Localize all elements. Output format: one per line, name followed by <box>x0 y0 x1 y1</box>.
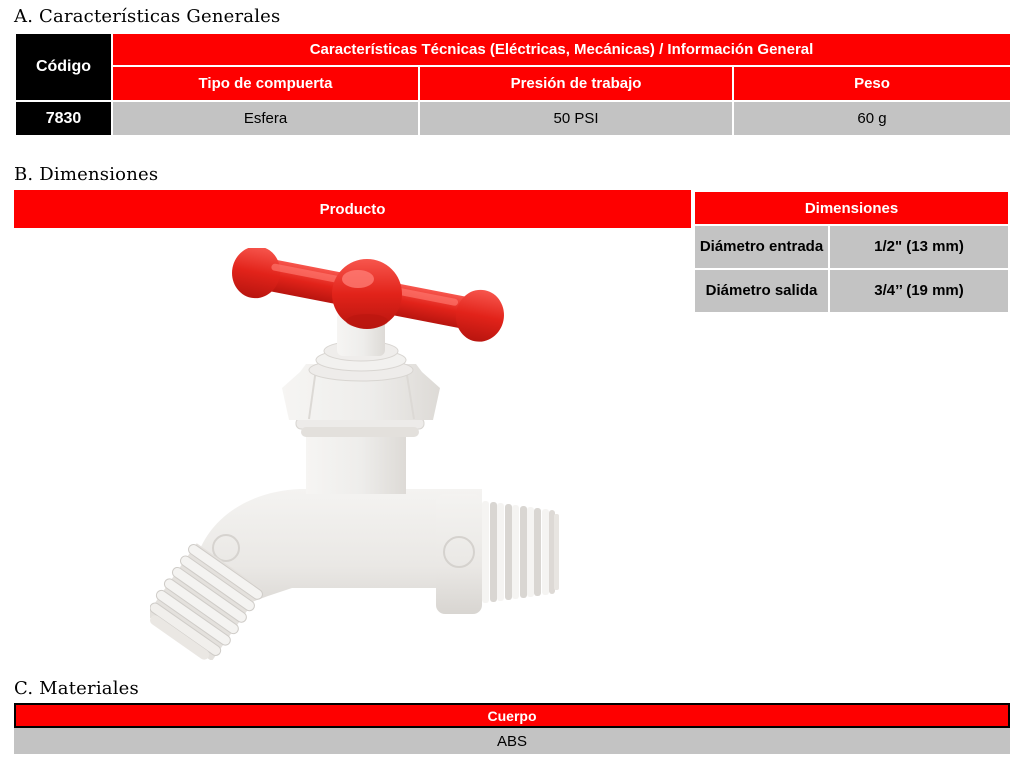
inlet-diameter-label-cell: Diámetro entrada <box>693 224 830 270</box>
weight-value-cell: 60 g <box>731 100 1013 137</box>
spec-sheet: A. Características Generales Código Cara… <box>14 6 1013 754</box>
main-header-cell: Características Técnicas (Eléctricas, Me… <box>110 32 1013 67</box>
section-a-title: A. Características Generales <box>14 6 281 27</box>
subheader-weight-cell: Peso <box>731 65 1013 102</box>
section-b-title: B. Dimensiones <box>14 164 159 185</box>
dimensions-header: Dimensiones <box>693 190 1010 226</box>
body-material-header: Cuerpo <box>14 703 1010 728</box>
code-value-cell: 7830 <box>14 100 113 137</box>
product-header: Producto <box>14 190 691 228</box>
table-row: Diámetro salida 3/4’’ (19 mm) <box>693 268 1010 314</box>
table-row: Diámetro entrada 1/2" (13 mm) <box>693 224 1010 270</box>
working-pressure-value-cell: 50 PSI <box>418 100 734 137</box>
subheader-gate-type-cell: Tipo de compuerta <box>111 65 420 102</box>
body-material-value: ABS <box>14 728 1010 754</box>
product-image-area <box>14 228 691 672</box>
table-row: 7830 Esfera 50 PSI 60 g <box>14 100 1013 137</box>
materials-table: Cuerpo ABS <box>14 703 1010 754</box>
faucet-illustration <box>150 248 559 660</box>
outlet-diameter-label-cell: Diámetro salida <box>693 268 830 314</box>
dimensions-table: Dimensiones Diámetro entrada 1/2" (13 mm… <box>693 190 1010 314</box>
code-header-cell: Código <box>14 32 113 102</box>
product-column: Producto <box>14 190 691 672</box>
general-characteristics-table: Código Características Técnicas (Eléctri… <box>14 32 1013 137</box>
gate-type-value-cell: Esfera <box>111 100 420 137</box>
subheader-working-pressure-cell: Presión de trabajo <box>418 65 734 102</box>
inlet-diameter-value-cell: 1/2" (13 mm) <box>828 224 1010 270</box>
outlet-diameter-value-cell: 3/4’’ (19 mm) <box>828 268 1010 314</box>
dimensions-section: Producto <box>14 190 1010 672</box>
section-c-title: C. Materiales <box>14 678 139 699</box>
